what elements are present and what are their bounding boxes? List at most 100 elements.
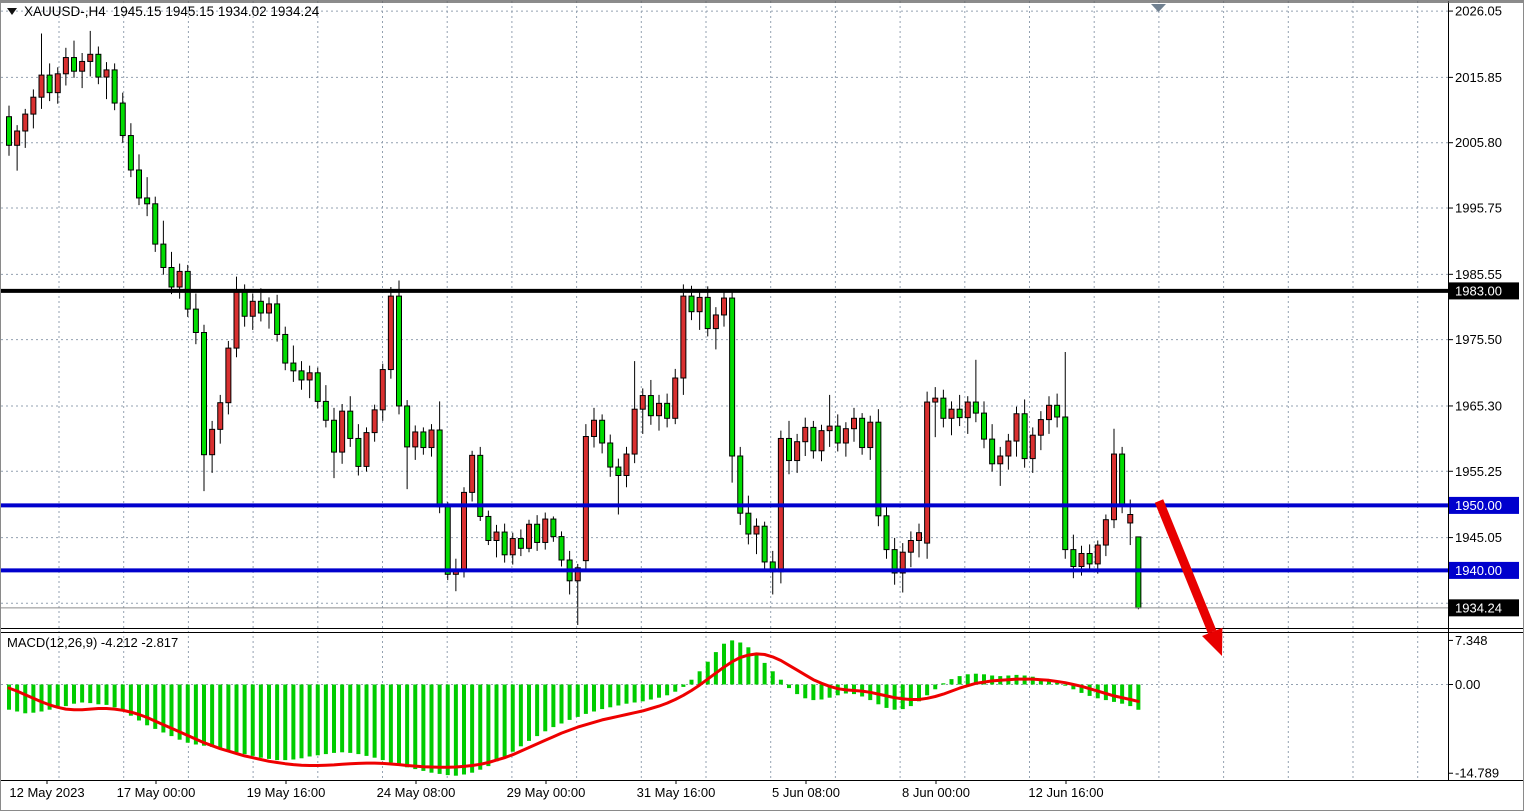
- candle-body: [688, 295, 695, 313]
- macd-histogram-bar: [787, 684, 791, 689]
- candle-body: [119, 102, 126, 137]
- candle-body: [639, 395, 646, 410]
- macd-histogram-bar: [819, 684, 824, 700]
- macd-histogram-bar: [23, 684, 28, 714]
- candle-body: [753, 525, 760, 535]
- candle-body: [428, 429, 435, 449]
- ohlc-values: 1945.15 1945.15 1934.02 1934.24: [112, 4, 320, 19]
- macd-histogram-bar: [1071, 684, 1076, 690]
- macd-histogram-bar: [291, 684, 296, 760]
- macd-histogram-bar: [120, 684, 125, 711]
- macd-histogram-bar: [177, 684, 182, 740]
- candle-body: [818, 430, 825, 452]
- candle-body: [306, 372, 313, 381]
- candle-body: [371, 409, 378, 434]
- macd-histogram-bar: [356, 684, 361, 755]
- candle-body: [477, 454, 484, 517]
- macd-histogram-bar: [128, 684, 133, 716]
- symbol-period-label: XAUUSD-,H4: [24, 4, 106, 19]
- macd-histogram-bar: [518, 684, 523, 747]
- macd-histogram-bar: [746, 647, 751, 685]
- chart-shift-marker-icon[interactable]: [1151, 4, 1166, 12]
- candle-body: [62, 57, 69, 75]
- candle-body: [964, 401, 971, 419]
- macd-histogram-bar: [648, 684, 653, 700]
- macd-histogram-bar: [462, 684, 466, 775]
- candle-body: [1062, 416, 1069, 551]
- trend-arrow-shaft[interactable]: [1154, 499, 1217, 634]
- candle-body: [647, 395, 654, 417]
- macd-histogram-bar: [494, 684, 499, 762]
- candle-body: [257, 300, 264, 314]
- price-badge-label: 1940.00: [1455, 563, 1502, 578]
- candle-body: [46, 74, 53, 94]
- macd-histogram-bar: [96, 684, 101, 705]
- chart-expander-icon[interactable]: [7, 8, 17, 15]
- candle-body: [948, 408, 955, 419]
- macd-histogram-bar: [689, 679, 694, 685]
- macd-histogram-bar: [1055, 682, 1060, 685]
- price-axis-label: 1955.25: [1455, 464, 1502, 479]
- macd-histogram-bar: [624, 684, 629, 704]
- candle-body: [71, 57, 77, 72]
- candle-body: [1013, 413, 1020, 442]
- candle-body: [591, 419, 597, 437]
- macd-histogram-bar: [551, 684, 556, 728]
- candle-body: [1094, 544, 1101, 565]
- macd-histogram-bar: [917, 684, 921, 702]
- macd-histogram-bar: [210, 684, 215, 747]
- macd-histogram-bar: [754, 654, 759, 685]
- candle-body: [558, 536, 565, 561]
- macd-histogram-bar: [575, 684, 580, 717]
- candle-body: [883, 515, 890, 551]
- candle-body: [136, 169, 142, 199]
- candle-body: [298, 370, 305, 381]
- candle-body: [314, 372, 321, 402]
- candle-body: [509, 538, 516, 556]
- candle-body: [712, 314, 719, 330]
- candle-body: [485, 515, 492, 542]
- time-axis-label: 8 Jun 00:00: [902, 785, 970, 800]
- macd-histogram-bar: [681, 684, 686, 687]
- candle-body: [899, 551, 906, 574]
- candle-body: [420, 431, 427, 449]
- macd-histogram-bar: [632, 684, 637, 703]
- candle-body: [842, 428, 849, 444]
- price-badge: [1449, 561, 1519, 579]
- macd-axis-label: 0.00: [1455, 677, 1480, 692]
- candle-body: [6, 116, 12, 146]
- candle-body: [891, 549, 898, 574]
- candle-body: [363, 432, 370, 467]
- macd-histogram-bar: [185, 684, 190, 743]
- candle-body: [794, 441, 801, 462]
- macd-histogram-bar: [900, 684, 905, 710]
- candle-body: [217, 402, 224, 430]
- price-badge-label: 1950.00: [1455, 498, 1502, 513]
- price-axis-label: 1995.75: [1455, 201, 1502, 216]
- macd-histogram-bar: [705, 661, 710, 685]
- macd-histogram-bar: [88, 684, 93, 704]
- candle-body: [160, 243, 167, 269]
- time-axis-label: 12 May 2023: [9, 785, 84, 800]
- price-axis-label: 1965.30: [1455, 398, 1502, 413]
- macd-histogram-bar: [592, 684, 596, 712]
- candle-body: [623, 453, 630, 476]
- macd-histogram-bar: [1128, 684, 1133, 707]
- trend-arrow-head-icon[interactable]: [1202, 627, 1223, 656]
- candle-body: [786, 437, 792, 462]
- macd-histogram-bar: [161, 684, 166, 733]
- macd-histogram-bar: [1120, 684, 1125, 704]
- macd-histogram-bar: [7, 684, 11, 710]
- macd-histogram-bar: [242, 684, 247, 755]
- macd-histogram-bar: [226, 684, 231, 751]
- candle-body: [582, 436, 589, 562]
- macd-histogram-bar: [608, 684, 613, 708]
- candle-body: [87, 53, 94, 62]
- candle-body: [152, 203, 159, 245]
- candle-body: [379, 369, 386, 411]
- candle-body: [956, 408, 963, 419]
- candle-body: [737, 455, 744, 514]
- macd-histogram-bar: [202, 684, 206, 746]
